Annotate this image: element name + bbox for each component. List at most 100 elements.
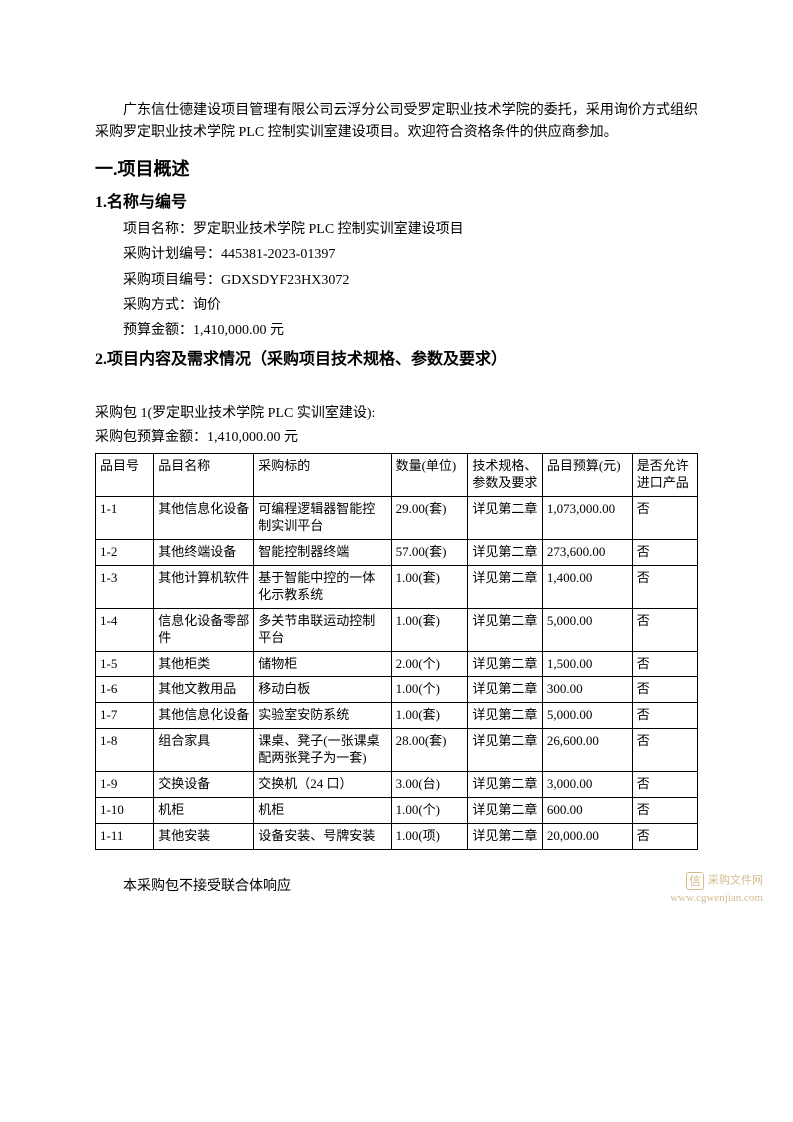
proj-no-line: 采购项目编号：GDXSDYF23HX3072 [95,268,698,293]
table-cell: 其他终端设备 [154,540,254,566]
section1-heading: 一.项目概述 [95,155,698,184]
plan-no-label: 采购计划编号： [123,247,221,262]
table-cell: 详见第二章 [468,771,542,797]
table-cell: 详见第二章 [468,608,542,651]
table-cell: 28.00(套) [391,729,468,772]
table-cell: 详见第二章 [468,651,542,677]
table-cell: 实验室安防系统 [254,703,391,729]
table-cell: 多关节串联运动控制平台 [254,608,391,651]
table-cell: 详见第二章 [468,497,542,540]
table-cell: 1.00(个) [391,797,468,823]
table-cell: 3.00(台) [391,771,468,797]
table-cell: 其他柜类 [154,651,254,677]
table-header-row: 品目号 品目名称 采购标的 数量(单位) 技术规格、参数及要求 品目预算(元) … [96,454,698,497]
watermark: 信采购文件网 www.cgwenjian.com [670,872,763,908]
table-cell: 3,000.00 [542,771,632,797]
th-item-name: 品目名称 [154,454,254,497]
proj-no-label: 采购项目编号： [123,273,221,288]
table-cell: 5,000.00 [542,703,632,729]
table-cell: 详见第二章 [468,703,542,729]
table-cell: 机柜 [254,797,391,823]
table-cell: 详见第二章 [468,823,542,849]
sub1-heading: 1.名称与编号 [95,190,698,216]
th-spec: 技术规格、参数及要求 [468,454,542,497]
table-cell: 信息化设备零部件 [154,608,254,651]
table-cell: 300.00 [542,677,632,703]
table-cell: 课桌、凳子(一张课桌配两张凳子为一套) [254,729,391,772]
proj-no-value: GDXSDYF23HX3072 [221,273,349,288]
table-cell: 否 [632,497,697,540]
table-cell: 其他信息化设备 [154,497,254,540]
table-cell: 交换设备 [154,771,254,797]
table-row: 1-2其他终端设备智能控制器终端57.00(套)详见第二章273,600.00否 [96,540,698,566]
th-subject: 采购标的 [254,454,391,497]
table-cell: 1.00(套) [391,565,468,608]
table-row: 1-11其他安装设备安装、号牌安装1.00(项)详见第二章20,000.00否 [96,823,698,849]
intro-paragraph: 广东信仕德建设项目管理有限公司云浮分公司受罗定职业技术学院的委托，采用询价方式组… [95,100,698,145]
table-cell: 600.00 [542,797,632,823]
table-row: 1-7其他信息化设备实验室安防系统1.00(套)详见第二章5,000.00否 [96,703,698,729]
table-cell: 否 [632,797,697,823]
table-cell: 否 [632,608,697,651]
method-line: 采购方式：询价 [95,293,698,318]
table-cell: 1-2 [96,540,154,566]
table-cell: 20,000.00 [542,823,632,849]
table-cell: 机柜 [154,797,254,823]
table-cell: 详见第二章 [468,729,542,772]
table-cell: 详见第二章 [468,540,542,566]
table-cell: 5,000.00 [542,608,632,651]
table-cell: 1-5 [96,651,154,677]
table-cell: 基于智能中控的一体化示教系统 [254,565,391,608]
watermark-icon: 信 [686,872,704,890]
table-cell: 否 [632,729,697,772]
table-cell: 储物柜 [254,651,391,677]
table-row: 1-9交换设备交换机（24 口）3.00(台)详见第二章3,000.00否 [96,771,698,797]
plan-no-value: 445381-2023-01397 [221,247,335,262]
project-name-line: 项目名称：罗定职业技术学院 PLC 控制实训室建设项目 [95,217,698,242]
table-cell: 1.00(项) [391,823,468,849]
table-cell: 否 [632,823,697,849]
table-cell: 1-7 [96,703,154,729]
table-cell: 详见第二章 [468,797,542,823]
procurement-table: 品目号 品目名称 采购标的 数量(单位) 技术规格、参数及要求 品目预算(元) … [95,453,698,849]
table-cell: 57.00(套) [391,540,468,566]
table-cell: 29.00(套) [391,497,468,540]
budget-label: 预算金额： [123,323,193,338]
table-cell: 移动白板 [254,677,391,703]
watermark-text: 采购文件网 [708,875,763,887]
table-cell: 1-3 [96,565,154,608]
table-cell: 1-8 [96,729,154,772]
table-cell: 1.00(个) [391,677,468,703]
table-cell: 其他文教用品 [154,677,254,703]
table-cell: 1,073,000.00 [542,497,632,540]
table-row: 1-4信息化设备零部件多关节串联运动控制平台1.00(套)详见第二章5,000.… [96,608,698,651]
table-cell: 1.00(套) [391,608,468,651]
table-cell: 其他计算机软件 [154,565,254,608]
budget-line: 预算金额：1,410,000.00 元 [95,318,698,343]
table-cell: 智能控制器终端 [254,540,391,566]
table-cell: 组合家具 [154,729,254,772]
watermark-url: www.cgwenjian.com [670,892,763,904]
plan-no-line: 采购计划编号：445381-2023-01397 [95,242,698,267]
package-budget: 采购包预算金额：1,410,000.00 元 [95,427,698,449]
table-cell: 设备安装、号牌安装 [254,823,391,849]
th-budget: 品目预算(元) [542,454,632,497]
table-row: 1-5其他柜类储物柜2.00(个)详见第二章1,500.00否 [96,651,698,677]
table-cell: 1-6 [96,677,154,703]
table-cell: 1,400.00 [542,565,632,608]
table-row: 1-6其他文教用品移动白板1.00(个)详见第二章300.00否 [96,677,698,703]
table-cell: 其他安装 [154,823,254,849]
table-cell: 否 [632,565,697,608]
table-cell: 2.00(个) [391,651,468,677]
table-cell: 交换机（24 口） [254,771,391,797]
package-title: 采购包 1(罗定职业技术学院 PLC 实训室建设): [95,403,698,425]
th-qty: 数量(单位) [391,454,468,497]
table-cell: 可编程逻辑器智能控制实训平台 [254,497,391,540]
table-row: 1-1其他信息化设备可编程逻辑器智能控制实训平台29.00(套)详见第二章1,0… [96,497,698,540]
footer-note: 本采购包不接受联合体响应 [95,876,698,898]
budget-value: 1,410,000.00 元 [193,323,284,338]
method-value: 询价 [193,298,221,313]
project-name-value: 罗定职业技术学院 PLC 控制实训室建设项目 [193,222,464,237]
table-cell: 其他信息化设备 [154,703,254,729]
table-cell: 否 [632,677,697,703]
